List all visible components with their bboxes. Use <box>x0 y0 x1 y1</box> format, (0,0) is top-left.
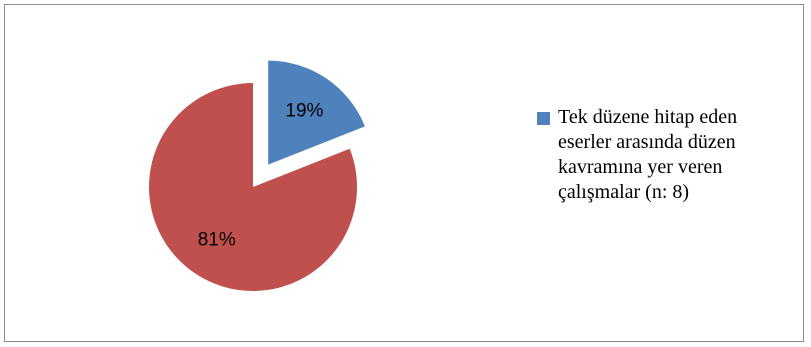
pie-slice-label-81-percent: 81% <box>198 229 236 250</box>
pie-slice-81-percent <box>149 83 357 291</box>
pie-slice-label-19-percent: 19% <box>285 100 323 121</box>
legend-label: Tek düzene hitap eden eserler arasında d… <box>558 106 738 203</box>
chart-frame <box>4 4 804 342</box>
pie-slice-19-percent <box>268 60 365 165</box>
chart-legend: Tek düzene hitap eden eserler arasında d… <box>537 105 777 205</box>
legend-item: Tek düzene hitap eden eserler arasında d… <box>537 105 777 205</box>
legend-swatch <box>537 112 550 125</box>
